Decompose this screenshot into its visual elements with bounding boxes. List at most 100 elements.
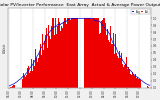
Bar <box>29 73 30 88</box>
Bar <box>122 64 123 88</box>
Bar <box>84 18 85 87</box>
Bar <box>108 40 109 88</box>
Bar <box>95 18 96 87</box>
Bar <box>13 85 14 88</box>
Bar <box>35 49 36 88</box>
Bar <box>94 18 95 87</box>
Bar <box>109 42 110 88</box>
Bar <box>144 82 145 88</box>
Bar <box>118 58 119 88</box>
Bar <box>96 18 97 87</box>
Bar <box>51 26 52 88</box>
Bar <box>10 87 11 88</box>
Bar <box>53 18 54 87</box>
Bar <box>25 77 26 88</box>
Bar <box>52 18 53 87</box>
Bar <box>106 35 107 88</box>
Bar <box>126 57 127 88</box>
Bar <box>91 19 92 88</box>
Bar <box>42 34 43 88</box>
Bar <box>28 66 29 88</box>
Bar <box>107 29 108 88</box>
Bar <box>88 18 89 87</box>
Bar <box>100 34 101 88</box>
Bar <box>60 31 61 88</box>
Bar <box>59 22 60 88</box>
Bar <box>129 69 130 88</box>
Bar <box>64 18 65 87</box>
Bar <box>68 18 69 87</box>
Bar <box>39 52 40 88</box>
Bar <box>123 67 124 88</box>
Bar <box>148 87 149 88</box>
Bar <box>124 65 125 88</box>
Bar <box>56 34 57 88</box>
Bar <box>139 79 140 88</box>
Bar <box>46 28 47 88</box>
Bar <box>85 18 86 87</box>
Bar <box>20 79 21 88</box>
Bar <box>73 18 74 87</box>
Legend: Avg, Act: Avg, Act <box>131 9 150 14</box>
Bar <box>43 50 44 88</box>
Bar <box>131 75 132 88</box>
Bar <box>45 35 46 88</box>
Bar <box>11 87 12 88</box>
Bar <box>113 33 114 88</box>
Bar <box>125 64 126 88</box>
Bar <box>93 18 94 87</box>
Bar <box>120 58 121 88</box>
Bar <box>136 78 137 88</box>
Bar <box>21 79 22 88</box>
Bar <box>128 67 129 88</box>
Bar <box>75 18 76 87</box>
Bar <box>133 74 134 88</box>
Bar <box>71 18 72 87</box>
Bar <box>78 18 79 87</box>
Bar <box>90 18 91 87</box>
Bar <box>66 24 67 88</box>
Bar <box>37 62 38 88</box>
Bar <box>99 34 100 88</box>
Bar <box>138 79 139 88</box>
Bar <box>40 44 41 88</box>
Bar <box>63 22 64 88</box>
Bar <box>57 26 58 88</box>
Bar <box>116 53 117 88</box>
Bar <box>74 18 75 87</box>
Bar <box>92 18 93 87</box>
Bar <box>70 20 71 88</box>
Bar <box>79 18 80 87</box>
Bar <box>132 72 133 88</box>
Bar <box>117 56 118 88</box>
Bar <box>72 18 73 87</box>
Bar <box>143 82 144 88</box>
Bar <box>115 34 116 88</box>
Bar <box>49 36 50 88</box>
Bar <box>34 66 35 88</box>
Bar <box>102 20 103 87</box>
Bar <box>27 68 28 88</box>
Bar <box>62 28 63 88</box>
Bar <box>98 18 99 87</box>
Bar <box>103 18 104 87</box>
Bar <box>41 55 42 88</box>
Bar <box>30 71 31 88</box>
Bar <box>127 69 128 88</box>
Bar <box>111 44 112 88</box>
Bar <box>48 25 49 88</box>
Bar <box>89 18 90 87</box>
Bar <box>110 26 111 88</box>
Y-axis label: kWatt: kWatt <box>3 42 7 53</box>
Bar <box>97 18 98 87</box>
Bar <box>50 38 51 88</box>
Bar <box>54 35 55 88</box>
Bar <box>105 23 106 88</box>
Bar <box>55 18 56 87</box>
Bar <box>26 75 27 88</box>
Bar <box>69 18 70 87</box>
Bar <box>47 48 48 88</box>
Bar <box>101 21 102 88</box>
Bar <box>67 18 68 87</box>
Bar <box>65 18 66 87</box>
